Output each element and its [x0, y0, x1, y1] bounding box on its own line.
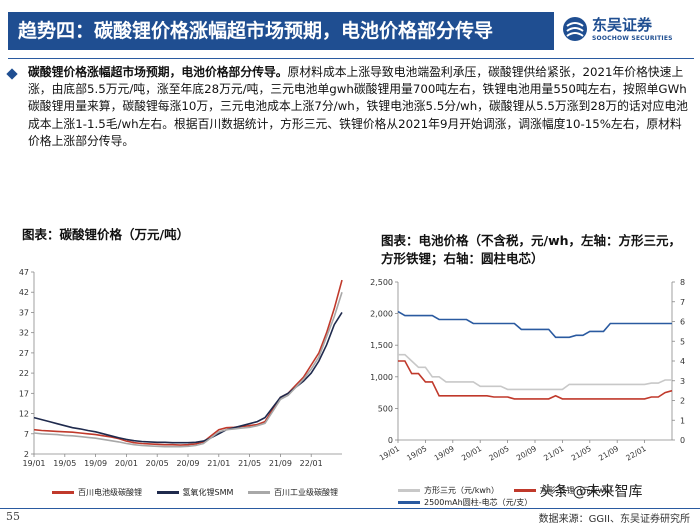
logo-name-en: SOOCHOW SECURITIES: [592, 35, 673, 42]
legend-swatch: [52, 491, 74, 494]
series-line: [398, 360, 673, 400]
y-tick-label: 27: [19, 349, 29, 358]
x-tick-label: 20/05: [146, 459, 169, 468]
legend-item: 方形-铁锂（元/kwh）: [513, 485, 618, 497]
body-lead: 碳酸锂价格涨幅超市场预期，电池价格部分传导。: [28, 65, 288, 79]
right-y-tick-label: 4: [680, 357, 685, 366]
right-y-tick-label: 0: [680, 436, 685, 445]
data-source: 数据来源：GGII、东吴证券研究所: [538, 514, 690, 525]
series-line: [397, 310, 672, 339]
x-tick-label: 22/01: [624, 444, 647, 463]
legend-swatch: [156, 491, 179, 494]
series-line: [398, 353, 672, 391]
x-tick-label: 20/09: [176, 459, 199, 468]
x-tick-label: 19/09: [84, 459, 107, 468]
left-y-tick-label: 2,500: [370, 278, 393, 287]
y-tick-label: 42: [19, 288, 29, 297]
watermark-text: 头条 @未来智库: [540, 484, 643, 500]
right-y-tick-label: 1: [680, 416, 685, 425]
company-logo: 东吴证券 SOOCHOW SECURITIES: [562, 14, 696, 48]
legend-label: 2500mAh圆柱-电芯（元/支）: [424, 498, 533, 507]
x-tick-label: 19/01: [22, 459, 45, 468]
page-number: 55: [6, 510, 20, 523]
x-tick-label: 21/09: [597, 444, 620, 463]
body-paragraph: 碳酸锂价格涨幅超市场预期，电池价格部分传导。原材料成本上涨导致电池端盈利承压，碳…: [28, 64, 692, 150]
x-tick-label: 19/05: [53, 459, 76, 468]
right-y-tick-label: 5: [680, 337, 685, 346]
right-chart-legend: 方形三元（元/kwh） 方形-铁锂（元/kwh） 2500mAh圆柱-电芯（元/…: [398, 485, 629, 509]
left-chart-title: 图表：碳酸锂价格（万元/吨）: [22, 227, 190, 242]
x-tick-label: 21/01: [207, 459, 230, 468]
logo-name-cn: 东吴证券: [592, 16, 653, 34]
x-tick-label: 21/09: [269, 459, 292, 468]
x-tick-label: 21/05: [238, 459, 261, 468]
legend-item: 2500mAh圆柱-电芯（元/支）: [398, 497, 532, 509]
legend-item: 方形三元（元/kwh）: [398, 485, 499, 497]
legend-label: 方形三元（元/kwh）: [424, 486, 499, 495]
legend-label: 百川电池级碳酸锂: [78, 488, 142, 497]
watermark: 头条 @未来智库: [540, 481, 642, 501]
y-tick-label: 17: [19, 389, 29, 398]
right-y-tick-label: 2: [680, 397, 685, 406]
x-tick-label: 20/01: [115, 459, 138, 468]
legend-label: 方形-铁锂（元/kwh）: [539, 486, 618, 495]
x-tick-label: 19/05: [405, 444, 428, 463]
legend-swatch: [398, 489, 420, 492]
y-tick-label: 47: [19, 268, 29, 277]
y-tick-label: 32: [19, 329, 29, 338]
x-tick-label: 19/09: [433, 444, 456, 463]
x-tick-label: 22/01: [300, 459, 323, 468]
x-tick-label: 19/01: [378, 444, 401, 463]
legend-swatch: [513, 489, 536, 492]
bullet-diamond-icon: [6, 68, 18, 80]
right-y-tick-label: 6: [680, 318, 685, 327]
legend-row: 2500mAh圆柱-电芯（元/支）: [398, 497, 629, 509]
legend-item: 氢氧化锂SMM: [156, 487, 234, 498]
x-tick-label: 21/01: [542, 444, 565, 463]
legend-row: 方形三元（元/kwh） 方形-铁锂（元/kwh）: [398, 485, 629, 497]
left-y-tick-label: 2,000: [370, 310, 393, 319]
y-tick-label: 12: [19, 410, 29, 419]
y-tick-label: 7: [24, 430, 29, 439]
x-tick-label: 20/01: [460, 444, 483, 463]
body-text: 原材料成本上涨导致电池端盈利承压，碳酸锂供给紧张，2021年价格快速上涨，由底部…: [28, 65, 688, 148]
right-y-tick-label: 8: [680, 278, 685, 287]
right-chart-title: 图表：电池价格（不含税，元/wh，左轴：方形三元，方形铁锂；右轴：圆柱电芯）: [381, 233, 682, 266]
right-y-tick-label: 7: [680, 298, 685, 307]
y-tick-label: 37: [19, 308, 29, 317]
legend-label: 氢氧化锂SMM: [182, 488, 234, 497]
legend-item: 百川电池级碳酸锂: [52, 487, 142, 498]
legend-swatch: [398, 501, 420, 504]
y-tick-label: 2: [24, 450, 29, 459]
series-line: [33, 279, 343, 446]
x-tick-label: 20/09: [515, 444, 538, 463]
logo-mark-icon: [563, 17, 587, 41]
y-tick-label: 22: [19, 369, 29, 378]
slide-title: 趋势四：碳酸锂价格涨幅超市场预期，电池价格部分传导: [8, 12, 554, 50]
x-tick-label: 21/05: [570, 444, 593, 463]
right-y-tick-label: 3: [680, 377, 685, 386]
legend-item: 百川工业级碳酸锂: [247, 487, 338, 498]
series-line: [33, 311, 343, 444]
header-divider: [8, 58, 694, 59]
left-chart-legend: 百川电池级碳酸锂 氢氧化锂SMM 百川工业级碳酸锂: [52, 487, 350, 498]
slide-header: 趋势四：碳酸锂价格涨幅超市场预期，电池价格部分传导 东吴证券 SOOCHOW S…: [0, 0, 700, 58]
x-tick-label: 20/05: [487, 444, 510, 463]
left-y-tick-label: 500: [378, 404, 393, 413]
left-y-tick-label: 1,000: [370, 373, 393, 382]
left-y-tick-label: 1,500: [370, 341, 393, 350]
legend-swatch: [247, 491, 270, 494]
footer-divider: [0, 508, 700, 509]
series-line: [33, 291, 343, 448]
legend-label: 百川工业级碳酸锂: [273, 488, 338, 497]
left-y-tick-label: 0: [388, 436, 393, 445]
